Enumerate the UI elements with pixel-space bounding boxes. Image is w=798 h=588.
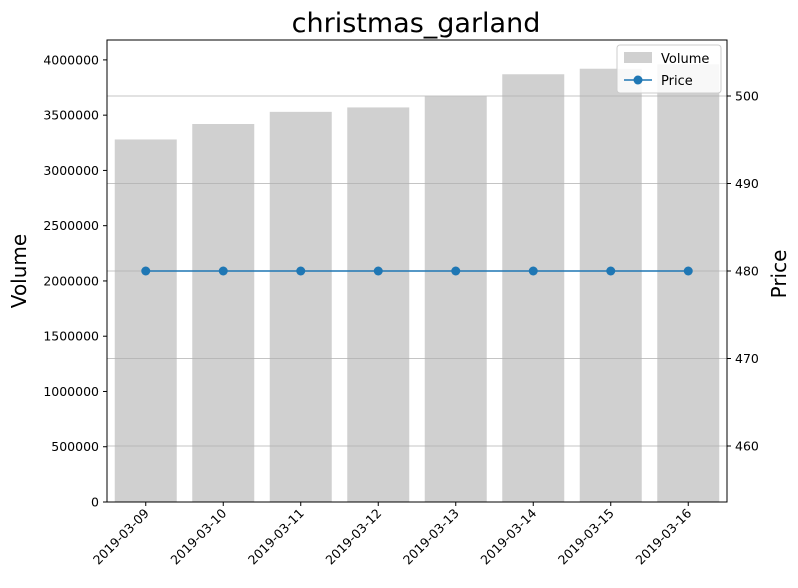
volume-bar-2019-03-15 — [579, 68, 642, 502]
legend-price-label: Price — [661, 74, 693, 89]
left-axis: 0 500000 1000000 1500000 2000000 2500000 30000… — [43, 52, 107, 510]
legend-price-marker — [633, 75, 643, 85]
volume-bar-2019-03-14 — [502, 74, 565, 503]
left-tick-label-3000000: 3000000 — [43, 163, 99, 178]
volume-bar-2019-03-10 — [192, 124, 255, 502]
volume-bar-2019-03-12 — [347, 107, 410, 502]
legend: Volume Price — [616, 44, 722, 94]
price-point-2019-03-15 — [606, 266, 616, 276]
price-point-2019-03-16 — [683, 266, 693, 276]
price-point-2019-03-10 — [218, 266, 228, 276]
price-point-2019-03-11 — [296, 266, 306, 276]
price-point-2019-03-14 — [528, 266, 538, 276]
left-tick-label-500000: 500000 — [51, 439, 99, 454]
left-tick-label-2000000: 2000000 — [43, 273, 99, 288]
right-axis: 460 470 480 490 500 — [727, 89, 759, 454]
right-tick-label-480: 480 — [735, 264, 759, 279]
volume-bar-2019-03-11 — [269, 111, 332, 502]
right-tick-label-500: 500 — [735, 89, 759, 104]
volume-bar-2019-03-13 — [424, 96, 487, 503]
price-point-2019-03-09 — [141, 266, 151, 276]
left-tick-label-1500000: 1500000 — [43, 329, 99, 344]
left-tick-label-2500000: 2500000 — [43, 218, 99, 233]
volume-bars — [114, 64, 720, 503]
left-tick-label-3500000: 3500000 — [43, 108, 99, 123]
right-tick-label-470: 470 — [735, 351, 759, 366]
y2-axis-title: Price — [767, 250, 791, 299]
left-tick-label-1000000: 1000000 — [43, 384, 99, 399]
left-tick-label-0: 0 — [91, 495, 99, 510]
right-tick-label-460: 460 — [735, 439, 759, 454]
price-point-2019-03-12 — [373, 266, 383, 276]
left-tick-label-4000000: 4000000 — [43, 52, 99, 67]
price-point-2019-03-13 — [451, 266, 461, 276]
y-axis-title: Volume — [7, 234, 31, 308]
volume-bar-2019-03-16 — [657, 64, 720, 502]
chart-title: christmas_garland — [292, 8, 541, 39]
legend-volume-label: Volume — [661, 52, 709, 67]
price-line-series — [141, 266, 693, 276]
right-tick-label-490: 490 — [735, 176, 759, 191]
legend-volume-swatch — [624, 52, 652, 63]
volume-bar-2019-03-09 — [114, 139, 177, 502]
